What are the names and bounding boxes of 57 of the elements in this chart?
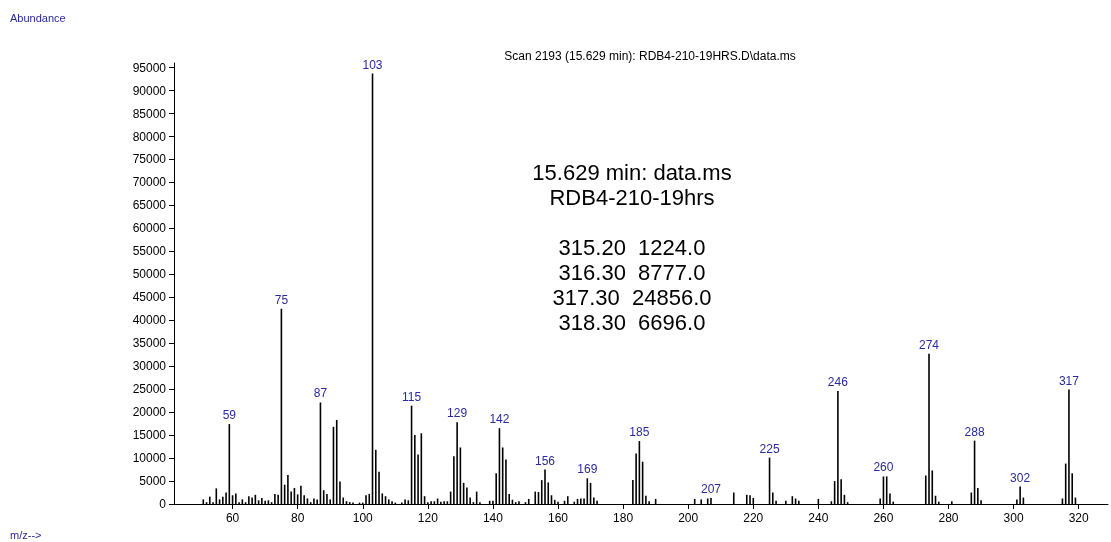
annotation: 317 — [1058, 373, 1080, 388]
x-tick-label: 320 — [1068, 511, 1090, 525]
x-tick-label: 120 — [417, 511, 439, 525]
annotation: 274 — [918, 337, 940, 352]
annotation: 129 — [447, 406, 468, 421]
annotation: 103 — [362, 57, 383, 72]
annotation: 59 — [222, 408, 237, 423]
y-tick-label: 40000 — [132, 313, 167, 328]
x-tick-label: 220 — [743, 511, 764, 525]
text: m/z--> — [10, 528, 42, 541]
y-tick-label: 90000 — [132, 83, 167, 98]
y-tick-label: 0 — [159, 497, 167, 511]
annotation: 302 — [1010, 470, 1031, 485]
x-tick-label: 300 — [1003, 511, 1024, 525]
annotation: 156 — [534, 453, 556, 468]
y-tick-label: 65000 — [132, 198, 167, 213]
annotation: 207 — [700, 482, 722, 497]
y-tick-label: 35000 — [132, 336, 167, 351]
x-tick-label: 60 — [225, 511, 240, 525]
text: Abundance — [10, 11, 66, 24]
x-tick-label: 240 — [808, 511, 829, 525]
x-tick-label: 260 — [873, 511, 894, 525]
annotation: 246 — [827, 374, 849, 389]
annotation: 288 — [964, 424, 985, 439]
x-tick-label: 280 — [938, 511, 959, 525]
y-tick-label: 20000 — [132, 405, 167, 420]
y-tick-label: 25000 — [132, 382, 167, 397]
annotation: 225 — [759, 441, 780, 456]
annotation: 115 — [402, 389, 422, 404]
annotation: 315.20 1224.0 316.30 8777.0 317.30 24856.0 318.30 6696.0 — [552, 235, 712, 335]
x-tick-label: 160 — [548, 511, 569, 525]
y-tick-label: 50000 — [132, 267, 167, 282]
x-tick-label: 140 — [482, 511, 504, 525]
y-tick-label: 30000 — [132, 359, 167, 374]
y-tick-label: 5000 — [139, 474, 167, 489]
chart-title: Scan 2193 (15.629 min): RDB4-210-19HRS.D\data.ms — [504, 49, 796, 63]
y-tick-label: 70000 — [132, 175, 167, 190]
y-tick-label: 75000 — [132, 152, 167, 167]
x-tick-label: 80 — [290, 511, 305, 525]
annotation: 185 — [629, 425, 650, 440]
y-tick-label: 45000 — [132, 290, 167, 305]
x-tick-label: 200 — [678, 511, 699, 525]
y-tick-label: 55000 — [132, 244, 167, 259]
annotation: 142 — [489, 412, 510, 427]
annotation: 169 — [577, 462, 598, 477]
x-tick-label: 100 — [352, 511, 374, 525]
annotation: 75 — [274, 292, 289, 307]
y-tick-label: 80000 — [132, 129, 167, 144]
y-tick-label: 60000 — [132, 221, 167, 236]
annotation: 87 — [313, 386, 328, 401]
x-tick-label: 180 — [613, 511, 634, 525]
y-tick-label: 95000 — [132, 60, 167, 75]
annotation: 260 — [873, 460, 894, 475]
y-tick-label: 85000 — [132, 106, 167, 121]
y-tick-label: 10000 — [132, 451, 167, 466]
y-tick-label: 15000 — [132, 428, 167, 443]
annotation: 15.629 min: data.ms RDB4-210-19hrs — [532, 160, 732, 210]
